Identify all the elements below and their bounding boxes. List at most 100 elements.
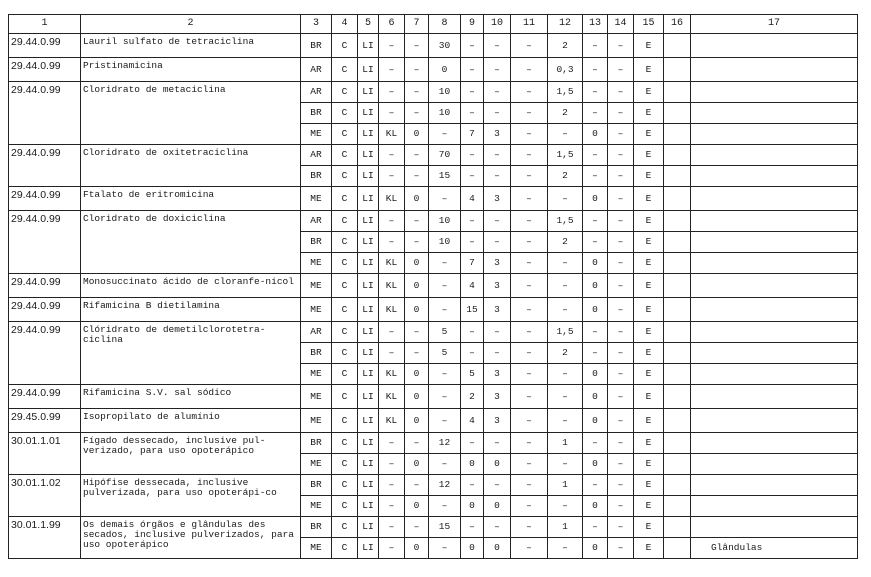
column-header-7: 7: [404, 14, 429, 34]
cell-col-16: [663, 165, 691, 187]
cell-col-12: 1,5: [547, 81, 583, 103]
column-header-1: 1: [8, 14, 81, 34]
cell-col-17: [690, 321, 858, 343]
cell-col-7: 0: [404, 273, 429, 298]
cell-col-12: –: [547, 384, 583, 409]
cell-col-4: C: [331, 342, 358, 364]
item-code: 30.01.1.02: [8, 474, 81, 517]
cell-col-7: –: [404, 321, 429, 343]
cell-col-3: AR: [300, 81, 332, 103]
cell-col-7: 0: [404, 384, 429, 409]
cell-col-9: 4: [460, 408, 484, 433]
item-description: Clóridrato de demetilclorotetra-ciclina: [80, 321, 301, 385]
cell-col-12: 1,5: [547, 321, 583, 343]
cell-col-6: –: [378, 537, 405, 559]
cell-col-13: –: [582, 33, 608, 58]
cell-col-15: E: [633, 210, 664, 232]
cell-col-10: –: [483, 432, 511, 454]
cell-col-12: 2: [547, 102, 583, 124]
cell-col-12: –: [547, 297, 583, 322]
cell-col-8: 15: [428, 516, 461, 538]
cell-col-10: 0: [483, 537, 511, 559]
cell-col-9: –: [460, 57, 484, 82]
cell-col-11: –: [510, 432, 548, 454]
cell-col-17: Glândulas: [690, 537, 858, 559]
header-row: 1 2 3 4 5 6 7 8 9 10 11 12 13 14 15 16 17: [8, 14, 858, 34]
cell-col-16: [663, 297, 691, 322]
cell-col-14: –: [607, 57, 634, 82]
cell-col-8: 10: [428, 102, 461, 124]
cell-col-15: E: [633, 33, 664, 58]
cell-col-13: –: [582, 231, 608, 253]
cell-col-10: 3: [483, 408, 511, 433]
cell-col-4: C: [331, 474, 358, 496]
cell-col-10: –: [483, 231, 511, 253]
cell-col-11: –: [510, 186, 548, 211]
cell-col-14: –: [607, 210, 634, 232]
cell-col-7: 0: [404, 363, 429, 385]
cell-col-7: 0: [404, 495, 429, 517]
item-code: 29.44.0.99: [8, 273, 81, 298]
cell-col-15: E: [633, 57, 664, 82]
column-header-4: 4: [331, 14, 358, 34]
cell-col-5: LI: [357, 252, 379, 274]
item-code: 29.44.0.99: [8, 57, 81, 82]
cell-col-17: [690, 408, 858, 433]
item-description: Monosuccinato ácido de cloranfe-nicol: [80, 273, 301, 298]
cell-col-14: –: [607, 495, 634, 517]
cell-col-17: [690, 297, 858, 322]
cell-col-12: 1: [547, 432, 583, 454]
cell-col-3: AR: [300, 210, 332, 232]
cell-col-6: KL: [378, 297, 405, 322]
cell-col-7: –: [404, 516, 429, 538]
cell-col-8: 5: [428, 321, 461, 343]
cell-col-4: C: [331, 231, 358, 253]
item-code: 29.44.0.99: [8, 144, 81, 187]
cell-col-4: C: [331, 165, 358, 187]
cell-col-4: C: [331, 297, 358, 322]
cell-col-14: –: [607, 321, 634, 343]
cell-col-11: –: [510, 453, 548, 475]
cell-col-14: –: [607, 537, 634, 559]
cell-col-17: [690, 363, 858, 385]
item-description: Cloridrato de oxitetraciclina: [80, 144, 301, 187]
cell-col-5: LI: [357, 210, 379, 232]
table-row: 29.44.0.99 Monosuccinato ácido de cloranf…: [8, 273, 858, 298]
cell-col-13: –: [582, 321, 608, 343]
cell-col-6: –: [378, 144, 405, 166]
cell-col-6: –: [378, 231, 405, 253]
cell-col-6: –: [378, 102, 405, 124]
cell-col-4: C: [331, 495, 358, 517]
cell-col-12: –: [547, 273, 583, 298]
cell-col-14: –: [607, 123, 634, 145]
cell-col-10: 3: [483, 273, 511, 298]
item-code: 29.44.0.99: [8, 81, 81, 145]
item-description: Lauril sulfato de tetraciclina: [80, 33, 301, 58]
cell-col-3: ME: [300, 384, 332, 409]
cell-col-13: –: [582, 516, 608, 538]
cell-col-17: [690, 231, 858, 253]
cell-col-13: 0: [582, 384, 608, 409]
cell-col-3: AR: [300, 144, 332, 166]
cell-col-7: –: [404, 210, 429, 232]
cell-col-3: ME: [300, 297, 332, 322]
cell-col-8: –: [428, 453, 461, 475]
cell-col-6: KL: [378, 363, 405, 385]
item-description: Cloridrato de metaciclina: [80, 81, 301, 145]
table-row: 29.44.0.99 Lauril sulfato de tetraciclina…: [8, 33, 858, 58]
cell-col-7: –: [404, 474, 429, 496]
cell-col-14: –: [607, 408, 634, 433]
cell-col-14: –: [607, 432, 634, 454]
cell-col-10: –: [483, 516, 511, 538]
cell-col-5: LI: [357, 516, 379, 538]
cell-col-5: LI: [357, 384, 379, 409]
cell-col-4: C: [331, 186, 358, 211]
item-description: Hipófise dessecada, inclusive pulverizad…: [80, 474, 301, 517]
cell-col-10: –: [483, 321, 511, 343]
cell-col-4: C: [331, 57, 358, 82]
cell-col-15: E: [633, 186, 664, 211]
column-header-9: 9: [460, 14, 484, 34]
cell-col-3: ME: [300, 537, 332, 559]
cell-col-15: E: [633, 432, 664, 454]
cell-col-17: [690, 495, 858, 517]
